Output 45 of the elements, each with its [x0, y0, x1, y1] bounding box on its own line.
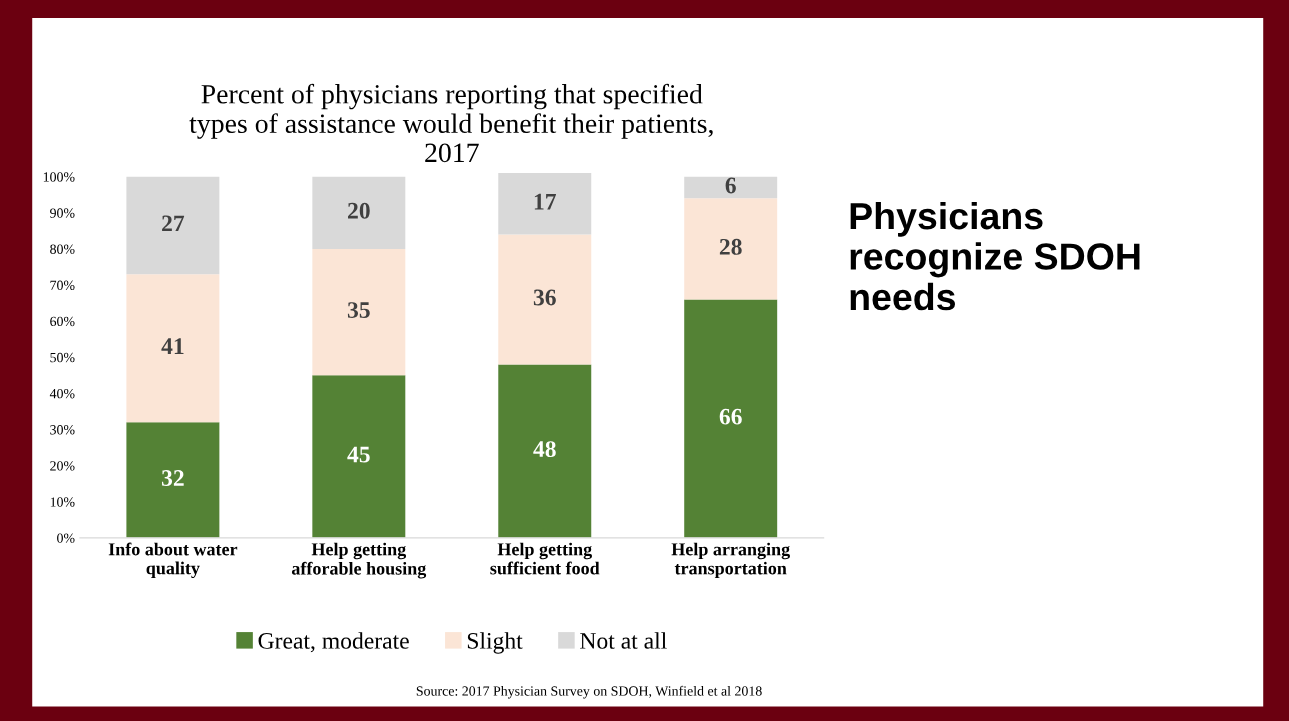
bar [684, 198, 778, 300]
y-tick-label: 100% [43, 172, 75, 182]
bar [498, 173, 592, 235]
x-tick-label: Help arranging transportation [671, 542, 790, 579]
y-tick-label: 20% [50, 461, 75, 471]
bar [684, 176, 778, 199]
source-note: Source: 2017 Physician Survey on SDOH, Winfield et al 2018 [416, 685, 762, 699]
legend-label: Great, moderate [258, 632, 409, 653]
y-tick-label: 50% [50, 352, 75, 363]
bar [312, 176, 406, 249]
data-label: 32 [161, 470, 184, 486]
legend-label: Not at all [580, 632, 667, 649]
bar [126, 176, 220, 275]
chart-title: Percent of physicians reporting that specified types of assistance would benefit their patients, 2017 [189, 83, 713, 163]
bar [312, 375, 406, 538]
x-tick-label: Info about water quality [108, 542, 238, 579]
bar [498, 234, 592, 365]
y-tick-label: 10% [50, 497, 75, 507]
bar [684, 299, 778, 538]
y-tick-label: 60% [50, 316, 75, 327]
y-tick-label: 80% [50, 244, 75, 254]
x-tick-label: Help getting sufficient food [490, 542, 600, 575]
bar [126, 274, 220, 423]
data-label: 6 [725, 177, 736, 194]
data-label: 20 [348, 202, 370, 219]
y-tick-label: 30% [50, 425, 75, 435]
legend-label: Slight [467, 632, 523, 654]
bar [126, 422, 220, 538]
y-tick-label: 90% [50, 208, 75, 218]
data-label: 28 [719, 238, 742, 255]
data-label: 27 [162, 215, 185, 232]
y-tick-label: 70% [50, 280, 75, 291]
bar [312, 248, 406, 376]
data-label: 45 [347, 446, 370, 463]
data-label: 48 [533, 441, 556, 458]
data-label: 35 [347, 302, 370, 319]
data-label: 41 [161, 338, 184, 354]
y-tick-label: 40% [49, 388, 75, 399]
x-tick-label: Help getting afforable housing [291, 542, 427, 579]
bar [498, 364, 592, 538]
y-tick-label: 0% [57, 533, 75, 543]
text: Physicians recognize SDOH needs [850, 201, 1140, 311]
data-label: 66 [719, 408, 742, 425]
data-label: 36 [533, 289, 556, 306]
data-label: 17 [534, 193, 556, 210]
